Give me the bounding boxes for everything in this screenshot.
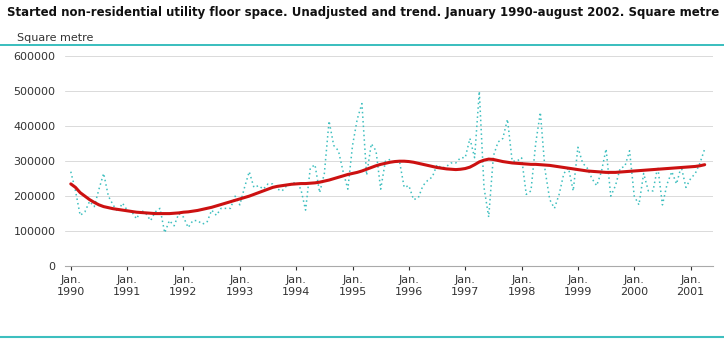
Text: Square metre: Square metre [17,33,93,43]
Text: Started non-residential utility floor space. Unadjusted and trend. January 1990-: Started non-residential utility floor sp… [7,6,720,19]
